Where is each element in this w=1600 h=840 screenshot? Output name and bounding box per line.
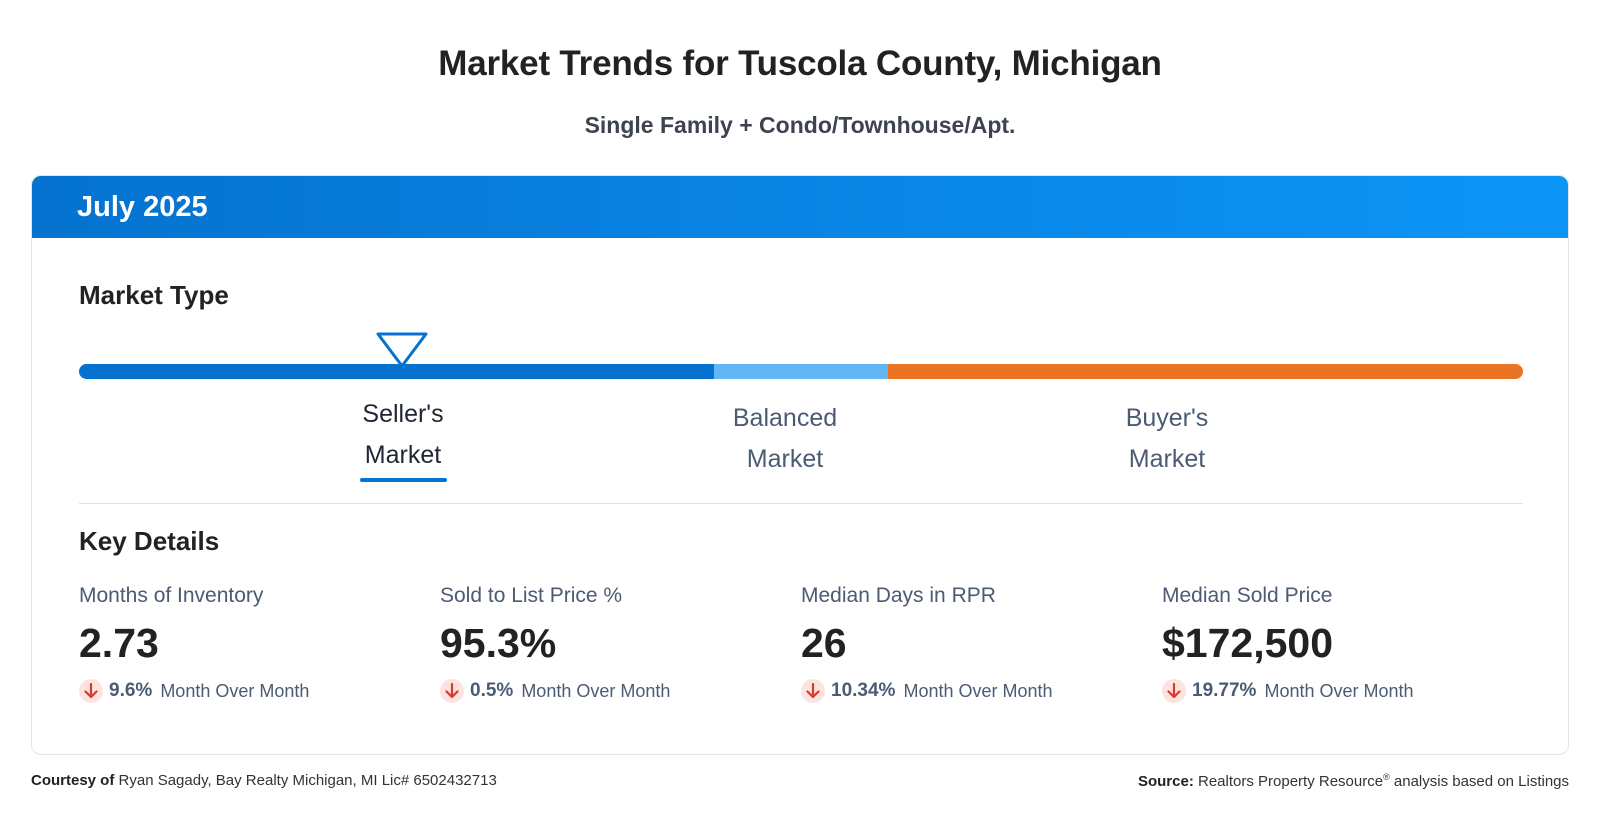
metric-months-of-inventory: Months of Inventory 2.73 9.6% Month Over… [79, 584, 419, 703]
source-footer: Source: Realtors Property Resource® anal… [1138, 772, 1569, 790]
courtesy-text: Ryan Sagady, Bay Realty Michigan, MI Lic… [118, 772, 497, 789]
key-details-title: Key Details [79, 526, 220, 556]
change-label: Month Over Month [160, 680, 310, 701]
section-divider [79, 503, 1523, 504]
source-label: Source: [1137, 773, 1194, 790]
change-percent: 19.77% [1192, 680, 1257, 701]
metric-value: 95.3% [440, 620, 557, 666]
metric-change: 0.5% Month Over Month [440, 679, 780, 703]
buyer-segment [888, 364, 1523, 379]
market-card: July 2025 Market Type Seller's Market Ba… [31, 175, 1569, 755]
arrow-down-icon [801, 679, 825, 703]
metric-value: 26 [801, 620, 847, 666]
market-type-bar [79, 364, 1523, 379]
metric-sold-to-list: Sold to List Price % 95.3% 0.5% Month Ov… [440, 584, 780, 703]
courtesy-label: Courtesy of [31, 772, 115, 789]
registered-mark: ® [1383, 772, 1390, 782]
change-percent: 0.5% [470, 680, 514, 701]
period-label: July 2025 [77, 190, 208, 223]
metric-median-sold-price: Median Sold Price $172,500 19.77% Month … [1162, 584, 1502, 703]
arrow-down-icon [79, 679, 103, 703]
metric-value: 2.73 [79, 620, 159, 666]
metric-change: 10.34% Month Over Month [801, 679, 1141, 703]
metric-label: Sold to List Price % [440, 584, 623, 607]
balanced-segment [714, 364, 888, 379]
buyer-market-label: Buyer's Market [1067, 398, 1267, 480]
seller-label-line1: Seller's [362, 400, 444, 428]
page-subtitle: Single Family + Condo/Townhouse/Apt. [584, 112, 1016, 138]
arrow-down-icon [1162, 679, 1186, 703]
courtesy-footer: Courtesy of Ryan Sagady, Bay Realty Mich… [31, 772, 497, 789]
balanced-label-line2: Market [746, 445, 824, 473]
seller-segment [79, 364, 714, 379]
balanced-market-label: Balanced Market [685, 398, 885, 480]
metric-label: Median Days in RPR [801, 584, 996, 607]
change-percent: 10.34% [831, 680, 896, 701]
seller-label-line2: Market [364, 441, 442, 469]
market-type-title: Market Type [79, 280, 229, 310]
card-header: July 2025 [32, 176, 1568, 238]
source-tail: analysis based on Listings [1393, 773, 1569, 790]
metric-label: Median Sold Price [1162, 584, 1333, 607]
buyer-label-line1: Buyer's [1125, 404, 1209, 432]
change-label: Month Over Month [903, 680, 1053, 701]
selected-underline [359, 478, 447, 482]
balanced-label-line1: Balanced [732, 404, 838, 432]
triangle-down-marker-icon [376, 332, 428, 368]
change-label: Month Over Month [1264, 680, 1414, 701]
page-title: Market Trends for Tuscola County, Michig… [438, 44, 1162, 83]
buyer-label-line2: Market [1128, 445, 1206, 473]
seller-market-label: Seller's Market [303, 394, 503, 482]
source-name: Realtors Property Resource [1198, 773, 1384, 790]
metric-change: 9.6% Month Over Month [79, 679, 419, 703]
arrow-down-icon [440, 679, 464, 703]
metric-change: 19.77% Month Over Month [1162, 679, 1502, 703]
change-percent: 9.6% [109, 680, 153, 701]
metric-value: $172,500 [1162, 620, 1334, 666]
metric-label: Months of Inventory [79, 584, 264, 607]
metric-median-days: Median Days in RPR 26 10.34% Month Over … [801, 584, 1141, 703]
change-label: Month Over Month [521, 680, 671, 701]
